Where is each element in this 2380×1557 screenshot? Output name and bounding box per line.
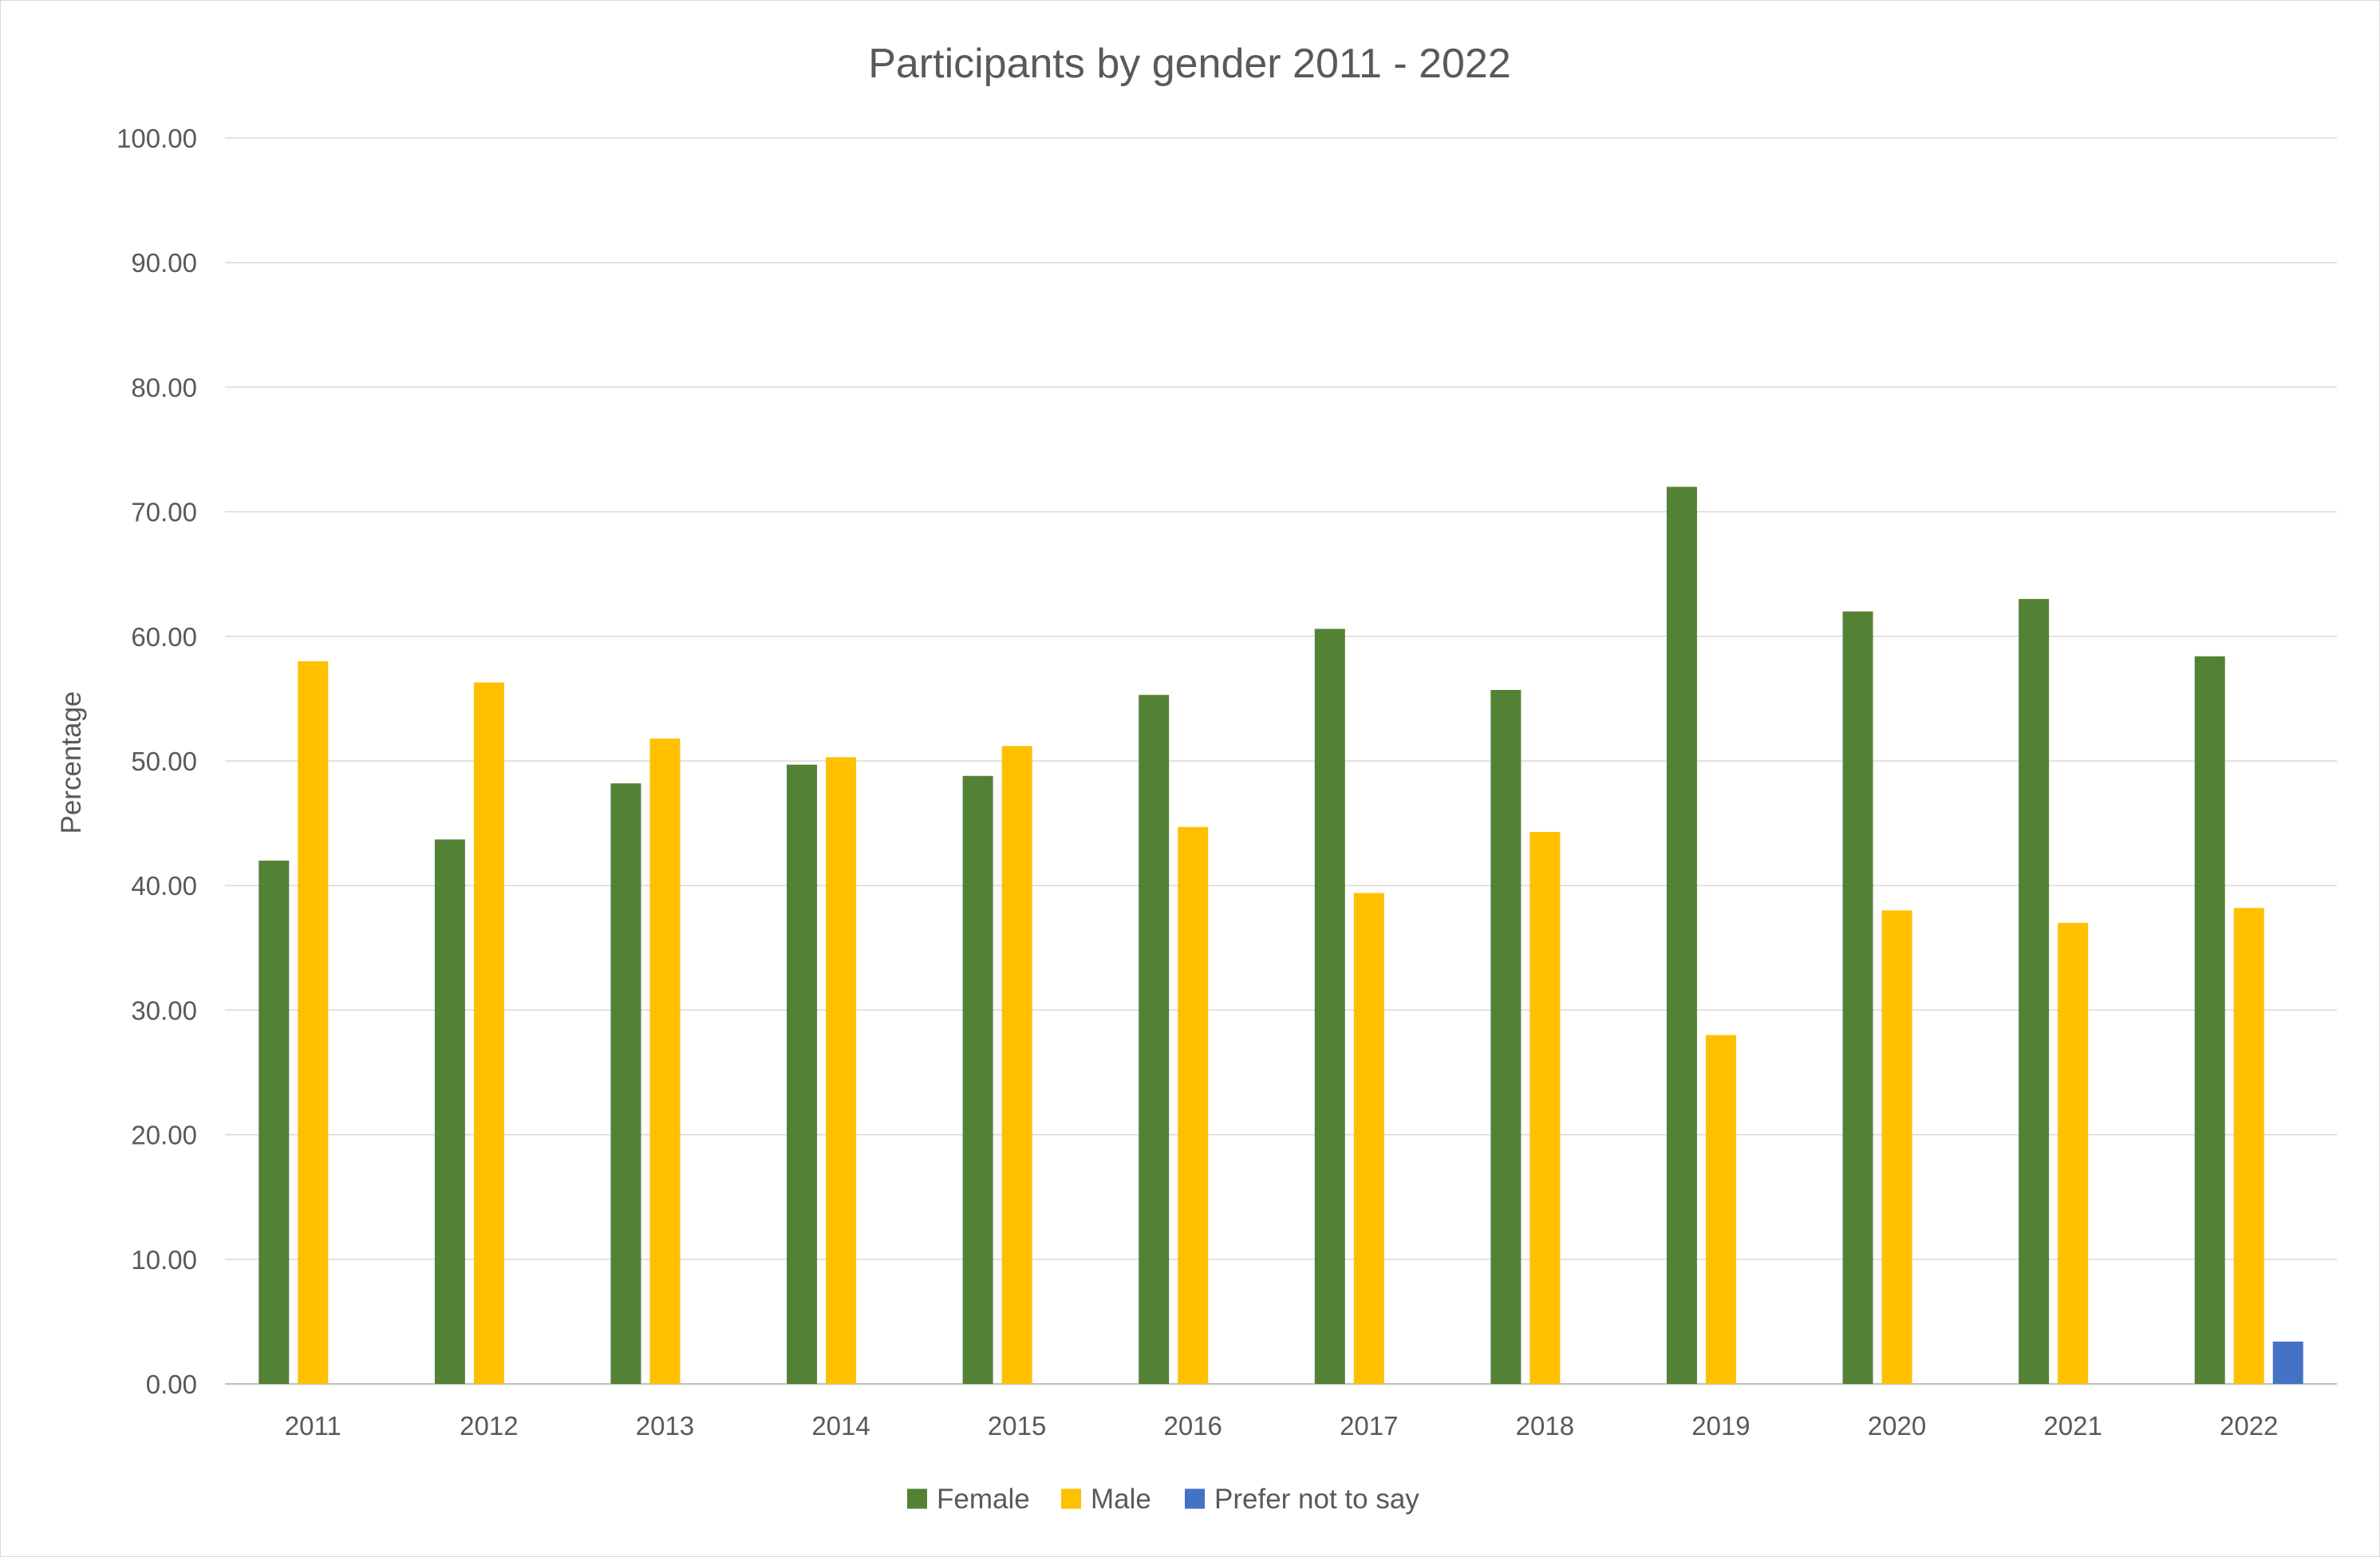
- y-tick-label: 100.00: [116, 124, 197, 153]
- y-axis-ticks: 0.00 10.00 20.00 30.00 40.00 50.00 60.00 70.00 8…: [116, 124, 197, 1399]
- bar-female-2020: [1842, 611, 1873, 1384]
- bar-male-2020: [1881, 910, 1912, 1384]
- bar-female-2014: [787, 764, 818, 1384]
- bars: [259, 487, 2303, 1384]
- bar-male-2012: [473, 682, 504, 1384]
- bar-male-2014: [826, 757, 857, 1384]
- gridlines: [225, 137, 2337, 1385]
- y-tick-label: 10.00: [131, 1245, 197, 1275]
- legend-item-female: Female: [907, 1484, 1030, 1515]
- bar-male-2013: [649, 738, 681, 1384]
- bar-male-2021: [2058, 923, 2089, 1384]
- x-tick-label: 2014: [811, 1411, 870, 1441]
- x-tick-label: 2021: [2043, 1411, 2102, 1441]
- y-tick-label: 50.00: [131, 747, 197, 776]
- x-tick-label: 2015: [988, 1411, 1046, 1441]
- bar-female-2015: [962, 775, 993, 1384]
- legend-swatch: [1185, 1488, 1205, 1509]
- x-tick-label: 2022: [2220, 1411, 2278, 1441]
- y-tick-label: 0.00: [146, 1370, 197, 1399]
- bar-female-2013: [610, 783, 641, 1384]
- x-axis-ticks: 2011 2012 2013 2014 2015 2016 2017 2018 2019 2020…: [285, 1411, 2279, 1441]
- x-tick-label: 2020: [1868, 1411, 1926, 1441]
- y-tick-label: 20.00: [131, 1121, 197, 1150]
- bar-female-2017: [1314, 629, 1345, 1384]
- bar-male-2018: [1529, 832, 1561, 1384]
- y-tick-label: 40.00: [131, 871, 197, 901]
- x-tick-label: 2018: [1516, 1411, 1574, 1441]
- y-axis-label: Percentage: [56, 691, 87, 834]
- bar-female-2016: [1139, 695, 1170, 1384]
- legend-label: Male: [1091, 1484, 1151, 1515]
- bar-female-2021: [2019, 598, 2050, 1384]
- legend-swatch: [1061, 1488, 1081, 1509]
- bar-male-2011: [298, 661, 329, 1384]
- legend: Female Male Prefer not to say: [907, 1484, 1419, 1515]
- legend-item-male: Male: [1061, 1484, 1151, 1515]
- bar-female-2018: [1490, 689, 1522, 1384]
- bar-male-2017: [1353, 893, 1384, 1384]
- legend-swatch: [907, 1488, 927, 1509]
- bar-female-2012: [434, 839, 465, 1384]
- bar-male-2016: [1178, 826, 1209, 1384]
- legend-item-prefer-not-to-say: Prefer not to say: [1185, 1484, 1419, 1515]
- bar-male-2019: [1705, 1035, 1736, 1384]
- y-tick-label: 70.00: [131, 498, 197, 527]
- y-tick-label: 30.00: [131, 995, 197, 1025]
- bar-prefer-not-to-say-2022: [2272, 1341, 2303, 1384]
- x-tick-label: 2016: [1163, 1411, 1222, 1441]
- x-tick-label: 2011: [285, 1411, 341, 1441]
- y-tick-label: 80.00: [131, 372, 197, 402]
- bar-female-2022: [2194, 656, 2225, 1384]
- x-tick-label: 2012: [460, 1411, 518, 1441]
- y-tick-label: 60.00: [131, 622, 197, 652]
- x-tick-label: 2013: [636, 1411, 694, 1441]
- chart-title: Participants by gender 2011 - 2022: [868, 41, 1511, 87]
- bar-male-2015: [1001, 746, 1032, 1384]
- x-tick-label: 2017: [1340, 1411, 1398, 1441]
- legend-label: Female: [937, 1484, 1030, 1515]
- bar-male-2022: [2233, 908, 2264, 1384]
- bar-female-2011: [259, 860, 290, 1384]
- bar-female-2019: [1666, 487, 1697, 1384]
- y-tick-label: 90.00: [131, 248, 197, 278]
- x-tick-label: 2019: [1691, 1411, 1750, 1441]
- legend-label: Prefer not to say: [1214, 1484, 1419, 1515]
